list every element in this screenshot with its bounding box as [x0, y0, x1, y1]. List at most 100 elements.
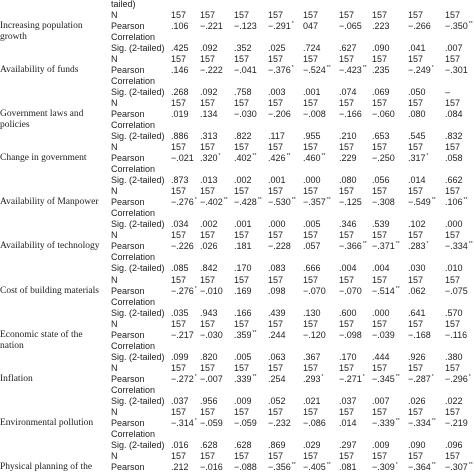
table-cell: −.125: [339, 196, 362, 208]
table-cell: .869: [268, 439, 286, 451]
table-cell: 157: [234, 274, 249, 286]
table-row: N 157 157 157 157 157 157 157 157 157: [0, 318, 474, 330]
table-row: Increasing population Pearson .106 −.221 −.1…: [0, 20, 474, 32]
cell-value: .007: [372, 395, 390, 406]
table-row: N 157 157 157 157 157 157 157 157 157: [0, 97, 474, 109]
significance-mark: **: [395, 241, 400, 248]
table-row: Correlation: [0, 75, 474, 87]
cell-value: 157: [171, 318, 187, 329]
cell-value: .628: [234, 439, 252, 450]
cell-value: 157: [268, 98, 284, 109]
cell-value: −.296: [445, 373, 468, 384]
table-cell: 157: [200, 9, 215, 21]
table-row: Sig. (2-tailed) .425 .092 .352 .025 .724 .627.…: [0, 42, 474, 54]
cell-value: 157: [408, 54, 424, 65]
cell-value: 157: [234, 98, 250, 109]
table-cell: −.059: [200, 417, 223, 429]
cell-value: .080: [339, 175, 357, 186]
table-cell: −.219: [445, 417, 468, 429]
cell-value: 157: [339, 230, 355, 241]
cell-value: .444: [372, 351, 390, 362]
cell-value: 157: [303, 98, 319, 109]
cell-value: .346: [339, 219, 357, 230]
significance-mark: **: [395, 417, 400, 424]
cell-value: 157: [171, 54, 187, 65]
cell-value: 157: [268, 54, 284, 65]
cell-value: 157: [408, 142, 424, 153]
table-cell: 157: [303, 141, 318, 153]
table-row: Sig. (2-tailed) .886 .313 .822 .117 .955 .210.…: [0, 130, 474, 142]
table-cell: 157: [268, 97, 283, 109]
table-cell: 157: [268, 450, 283, 462]
cell-value: −.549: [408, 197, 431, 208]
statistic-label: Sig. (2-tailed): [111, 87, 165, 98]
cell-value: −.423: [339, 65, 362, 76]
significance-mark: **: [468, 21, 473, 28]
cell-value: −.228: [268, 241, 291, 252]
cell-value: .092: [200, 43, 218, 54]
table-cell: .955: [303, 130, 321, 142]
cell-value: .926: [408, 351, 426, 362]
cell-value: .025: [268, 43, 286, 54]
cell-value: .030: [408, 263, 426, 274]
table-cell: 157: [445, 318, 460, 330]
cell-value: −.339: [372, 417, 395, 428]
cell-value: 157: [200, 362, 216, 373]
cell-value: .297: [339, 439, 357, 450]
cell-value: 157: [171, 274, 187, 285]
table-cell: −.226: [171, 240, 194, 252]
cell-value: .570: [445, 307, 463, 318]
table-cell: 157: [303, 406, 318, 418]
table-cell: .092: [200, 86, 218, 98]
cell-value: −.010: [200, 285, 223, 296]
statistic-label: Pearson: [111, 417, 145, 428]
table-cell: −.168: [408, 329, 431, 341]
cell-value: −.075: [445, 285, 468, 296]
table-cell: .283*: [408, 240, 428, 252]
cell-value: −.030: [234, 109, 257, 120]
table-cell: .297: [339, 439, 357, 451]
significance-mark: **: [252, 329, 257, 336]
variable-name: Economic state of the: [0, 329, 83, 340]
table-cell: 157: [268, 362, 283, 374]
cell-value: .627: [339, 43, 357, 54]
table-row: N 157 157 157 157 157 157 157 157 157: [0, 450, 474, 462]
cell-value: −.307: [445, 461, 468, 472]
cell-value: 157: [268, 186, 284, 197]
table-cell: 157: [200, 406, 215, 418]
cell-value: 157: [234, 450, 250, 461]
table-cell: .181: [234, 240, 252, 252]
cell-value: 157: [372, 230, 388, 241]
table-cell: 157: [445, 97, 460, 109]
table-cell: 157: [268, 406, 283, 418]
cell-value: .146: [171, 65, 189, 76]
cell-value: −.356: [268, 461, 291, 472]
cell-value: .035: [171, 307, 189, 318]
table-cell: −.296*: [445, 373, 471, 385]
statistic-label: Sig. (2-tailed): [111, 131, 165, 142]
statistic-label: Sig. (2-tailed): [111, 175, 165, 186]
table-cell: 157: [200, 185, 215, 197]
table-cell: −.334**: [445, 240, 473, 252]
table-cell: −.405**: [303, 461, 331, 473]
table-cell: .030: [408, 262, 426, 274]
cell-value: 157: [445, 362, 461, 373]
table-cell: 157: [171, 141, 186, 153]
table-cell: .134: [200, 108, 218, 120]
table-row: Sig. (2-tailed) .099 .820 .005 .063 .367 .170.…: [0, 351, 474, 363]
cell-value: −.060: [372, 109, 395, 120]
table-cell: .009: [234, 395, 252, 407]
cell-value: 157: [372, 274, 388, 285]
cell-value: 047: [303, 21, 319, 32]
variable-name: nation: [0, 340, 24, 351]
table-cell: −.086: [303, 417, 326, 429]
cell-value: .000: [268, 219, 286, 230]
table-cell: 157: [171, 53, 186, 65]
statistic-label: Correlation: [111, 252, 156, 263]
cell-value: −.272: [171, 373, 194, 384]
cell-value: .822: [234, 131, 252, 142]
table-cell: 157: [171, 362, 186, 374]
significance-mark: *: [194, 285, 197, 292]
cell-value: .037: [171, 395, 189, 406]
cell-value: .001: [268, 175, 286, 186]
